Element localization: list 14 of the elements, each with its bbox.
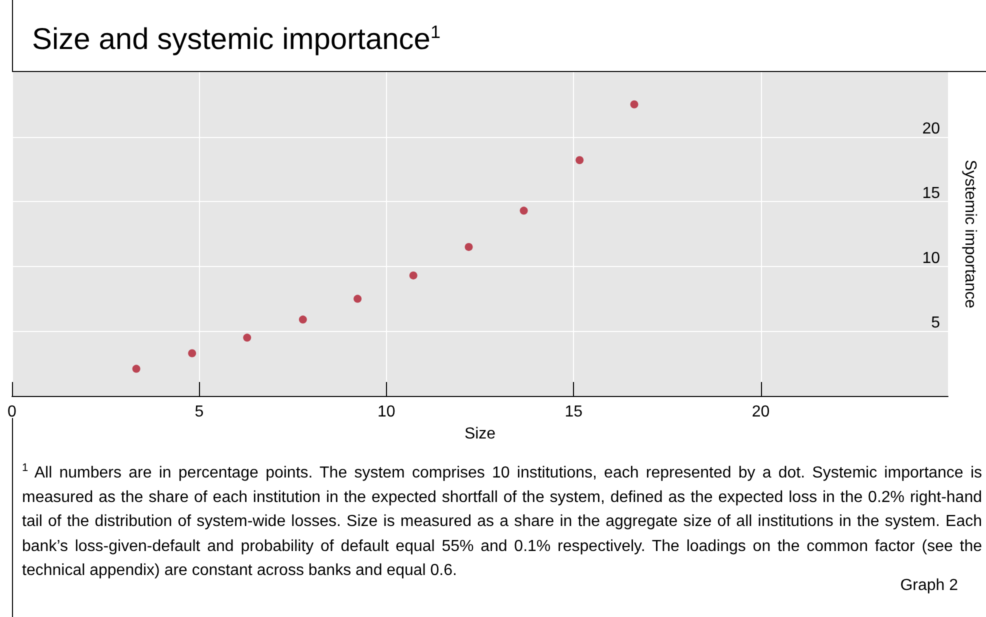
caption: Graph 2: [900, 577, 958, 595]
text: $^{1}$ All numbers are in percentage points. The system comprises 10 institutions, each represented by a dot. Systemic importance is measured as the share of each institution in the expected shortfall of the system, defined as the expected loss in the 0.2% right-hand tail of the distribution of system-wide losses. Size is measured as a share in the aggregate size of all institutions in the system. Each bank’s loss-given-default and probability of default equal 55% and 0.1% respectively. The loadings on the common factor (see the technical appendix) are constant across banks and equal 0.6.: [22, 462, 982, 580]
x-tick-label: 0: [8, 404, 17, 420]
x-tick-label: 10: [378, 404, 396, 420]
x-axis-title: Size: [464, 426, 496, 442]
chart-title: Size and systemic importance$^{1}$: [12, 0, 986, 72]
x-tick-label: 15: [564, 404, 583, 420]
y-tick-label: 15: [922, 185, 940, 202]
y-tick-label: 10: [922, 250, 940, 267]
y-axis-title: Systemic importance: [962, 160, 978, 308]
y-tick-label: 5: [931, 314, 940, 332]
x-tick-label: 5: [194, 404, 204, 420]
y-tick-label: 20: [922, 120, 940, 138]
x-tick-label: 20: [752, 404, 770, 420]
